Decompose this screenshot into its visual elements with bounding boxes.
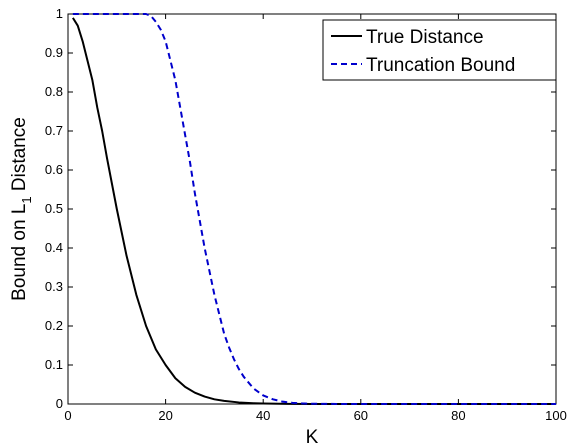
y-tick-label: 0.1 <box>45 357 63 372</box>
y-tick-label: 0.3 <box>45 279 63 294</box>
y-tick-label: 0.9 <box>45 45 63 60</box>
x-tick-label: 0 <box>64 408 71 423</box>
y-tick-label: 1 <box>56 6 63 21</box>
y-tick-label: 0 <box>56 396 63 411</box>
legend-label-true-distance: True Distance <box>366 27 484 48</box>
x-axis-title: K <box>306 427 319 446</box>
x-tick-label: 20 <box>158 408 172 423</box>
legend-label-truncation-bound: Truncation Bound <box>366 55 515 76</box>
y-tick-label: 0.4 <box>45 240 63 255</box>
y-tick-label: 0.6 <box>45 162 63 177</box>
x-tick-label: 60 <box>354 408 368 423</box>
y-tick-label: 0.2 <box>45 318 63 333</box>
y-axis-ticks: 0 0.1 0.2 0.3 0.4 0.5 0.6 0.7 0.8 0.9 1 <box>45 6 556 411</box>
y-tick-label: 0.5 <box>45 201 63 216</box>
x-tick-label: 40 <box>256 408 270 423</box>
legend: True Distance Truncation Bound <box>322 19 557 81</box>
y-axis-title-subscript: 1 <box>19 196 34 203</box>
legend-box <box>322 19 557 81</box>
y-axis-title-prefix: Bound on L <box>9 204 30 301</box>
y-tick-label: 0.8 <box>45 84 63 99</box>
x-tick-label: 100 <box>545 408 567 423</box>
y-tick-label: 0.7 <box>45 123 63 138</box>
y-axis-title-suffix: Distance <box>9 117 30 196</box>
x-tick-label: 80 <box>451 408 465 423</box>
x-axis-ticks: 0 20 40 60 80 100 <box>64 14 567 423</box>
y-axis-title: Bound on L1 Distance <box>9 117 34 301</box>
series-line-true-distance <box>72 17 556 405</box>
series-layer <box>72 13 556 405</box>
